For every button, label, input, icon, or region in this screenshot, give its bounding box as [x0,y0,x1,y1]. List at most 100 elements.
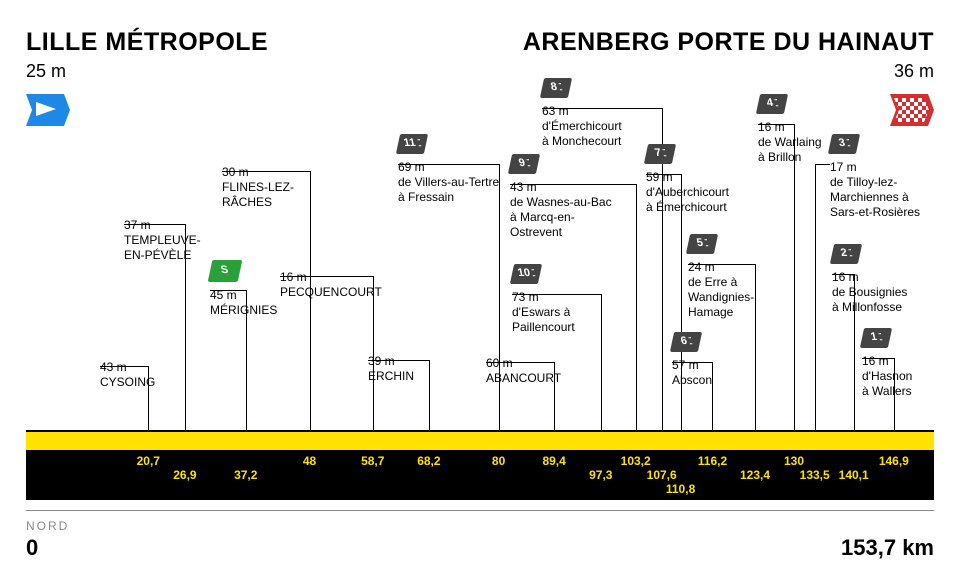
poi-leader [499,164,500,450]
poi-leader [636,184,637,450]
poi-leader-horizontal [832,274,854,275]
sector-badge-icon: 3·· ·· [828,134,860,154]
km-tick: 48 [303,454,316,468]
poi-label: 39 mERCHIN [368,354,414,384]
sector-badge-icon: 1·· ·· [860,328,892,348]
km-tick: 133,5 [800,468,830,482]
poi-elevation: 16 m [832,270,859,285]
sector-badge-icon: 10·· ·· [510,264,542,284]
poi-label: 60 mABANCOURT [486,356,561,386]
poi-name: de Bousigniesà Millonfosse [832,285,907,315]
poi-name: d'Eswars àPaillencourt [512,305,575,335]
poi-label: 11·· ··69 mde Villers-au-Tertreà Fressai… [398,158,499,205]
finish-header: ARENBERG PORTE DU HAINAUT 36 m [523,28,934,82]
poi-label: 1·· ··16 md'Hasnonà Wallers [862,352,912,399]
km-tick: 20,7 [137,454,160,468]
start-city: LILLE MÉTROPOLE [26,28,268,57]
poi-leader [755,264,756,450]
poi-name: Abscon [672,373,712,388]
poi-leader-horizontal [542,108,662,109]
poi-elevation: 24 m [688,260,715,275]
poi-elevation: 69 m [398,160,425,175]
km-tick: 140,1 [839,468,869,482]
poi-leader-horizontal [688,264,755,265]
start-flag-icon [26,94,70,126]
poi-label: 3·· ··17 mde Tilloy-lez-Marchiennes àSar… [830,158,920,220]
km-tick: 123,4 [740,468,770,482]
poi-name: de Erre àWandignies-Hamage [688,275,754,320]
poi-name: CYSOING [100,375,155,390]
poi-label: 9·· ··43 mde Wasnes-au-Bacà Marcq-en-Ost… [510,178,612,240]
poi-elevation: 43 m [100,360,127,375]
poi-elevation: 16 m [862,354,889,369]
km-tick: 58,7 [361,454,384,468]
poi-elevation: 16 m [280,270,307,285]
poi-leader-horizontal [758,124,794,125]
km-tick: 26,9 [173,468,196,482]
elevation-fill [26,430,934,450]
km-tick: 68,2 [417,454,440,468]
poi-name: de Wasnes-au-Bacà Marcq-en-Ostrevent [510,195,612,240]
poi-leader [601,294,602,450]
poi-leader-horizontal [486,362,554,363]
poi-name: d'Émerchicourtà Monchecourt [542,119,622,149]
poi-elevation: 39 m [368,354,395,369]
poi-leader-horizontal [124,224,185,225]
poi-leader-horizontal [510,184,636,185]
elevation-profile: 20,7 26,9 37,2 48 58,7 68,2 80 89,4 97,3 103,2107… [26,430,934,500]
poi-name: MÉRIGNIES [210,303,277,318]
km-tick: 107,6 [647,468,677,482]
poi-name: PECQUENCOURT [280,285,382,300]
sector-badge-icon: 6·· ·· [670,332,702,352]
poi-label: 43 mCYSOING [100,360,155,390]
start-altitude: 25 m [26,61,268,82]
poi-name: de Warlaingà Brillon [758,135,822,165]
km-tick: 103,2 [621,454,651,468]
poi-elevation: 17 m [830,160,857,175]
poi-leader-horizontal [210,290,246,291]
poi-leader [815,164,816,450]
poi-elevation: 57 m [672,358,699,373]
footer-axis: NORD 0 153,7 km [26,510,934,533]
finish-city: ARENBERG PORTE DU HAINAUT [523,28,934,57]
poi-leader-horizontal [512,294,601,295]
poi-leader [681,174,682,450]
km-tick: 37,2 [234,468,257,482]
km-tick: 146,9 [879,454,909,468]
poi-leader-horizontal [672,362,712,363]
poi-elevation: 73 m [512,290,539,305]
poi-label: 4·· ··16 mde Warlaingà Brillon [758,118,822,165]
km-tick: 97,3 [589,468,612,482]
poi-label: 5·· ··24 mde Erre àWandignies-Hamage [688,258,754,320]
start-header: LILLE MÉTROPOLE 25 m [26,28,268,82]
poi-elevation: 63 m [542,104,569,119]
sector-badge-icon: 7·· ·· [644,144,676,164]
poi-label: 16 mPECQUENCOURT [280,270,382,300]
total-distance: 153,7 km [841,535,934,561]
km-tick: 89,4 [542,454,565,468]
poi-elevation: 16 m [758,120,785,135]
stage-profile-chart: LILLE MÉTROPOLE 25 m ARENBERG PORTE DU H… [0,0,960,579]
km-tick: 130 [784,454,804,468]
sector-badge-icon: 2·· ·· [830,244,862,264]
poi-leader-horizontal [646,174,681,175]
poi-name: ERCHIN [368,369,414,384]
poi-name: de Tilloy-lez-Marchiennes àSars-et-Rosiè… [830,175,920,220]
poi-leader [310,171,311,450]
sector-badge-icon: 11·· ·· [396,134,428,154]
poi-leader [794,124,795,450]
poi-leader-horizontal [100,366,148,367]
km-tick: 110,8 [666,482,695,496]
poi-elevation: 60 m [486,356,513,371]
poi-leader-horizontal [398,164,499,165]
sprint-badge-icon: S [208,260,243,282]
poi-name: TEMPLEUVE-EN-PÉVÈLE [124,233,201,263]
poi-elevation: 37 m [124,218,151,233]
finish-flag-icon [890,94,934,126]
poi-name: ABANCOURT [486,371,561,386]
finish-altitude: 36 m [523,61,934,82]
sector-badge-icon: 9·· ·· [508,154,540,174]
poi-name: d'Hasnonà Wallers [862,369,912,399]
km-tick: 80 [492,454,505,468]
sector-badge-icon: 4·· ·· [756,94,788,114]
